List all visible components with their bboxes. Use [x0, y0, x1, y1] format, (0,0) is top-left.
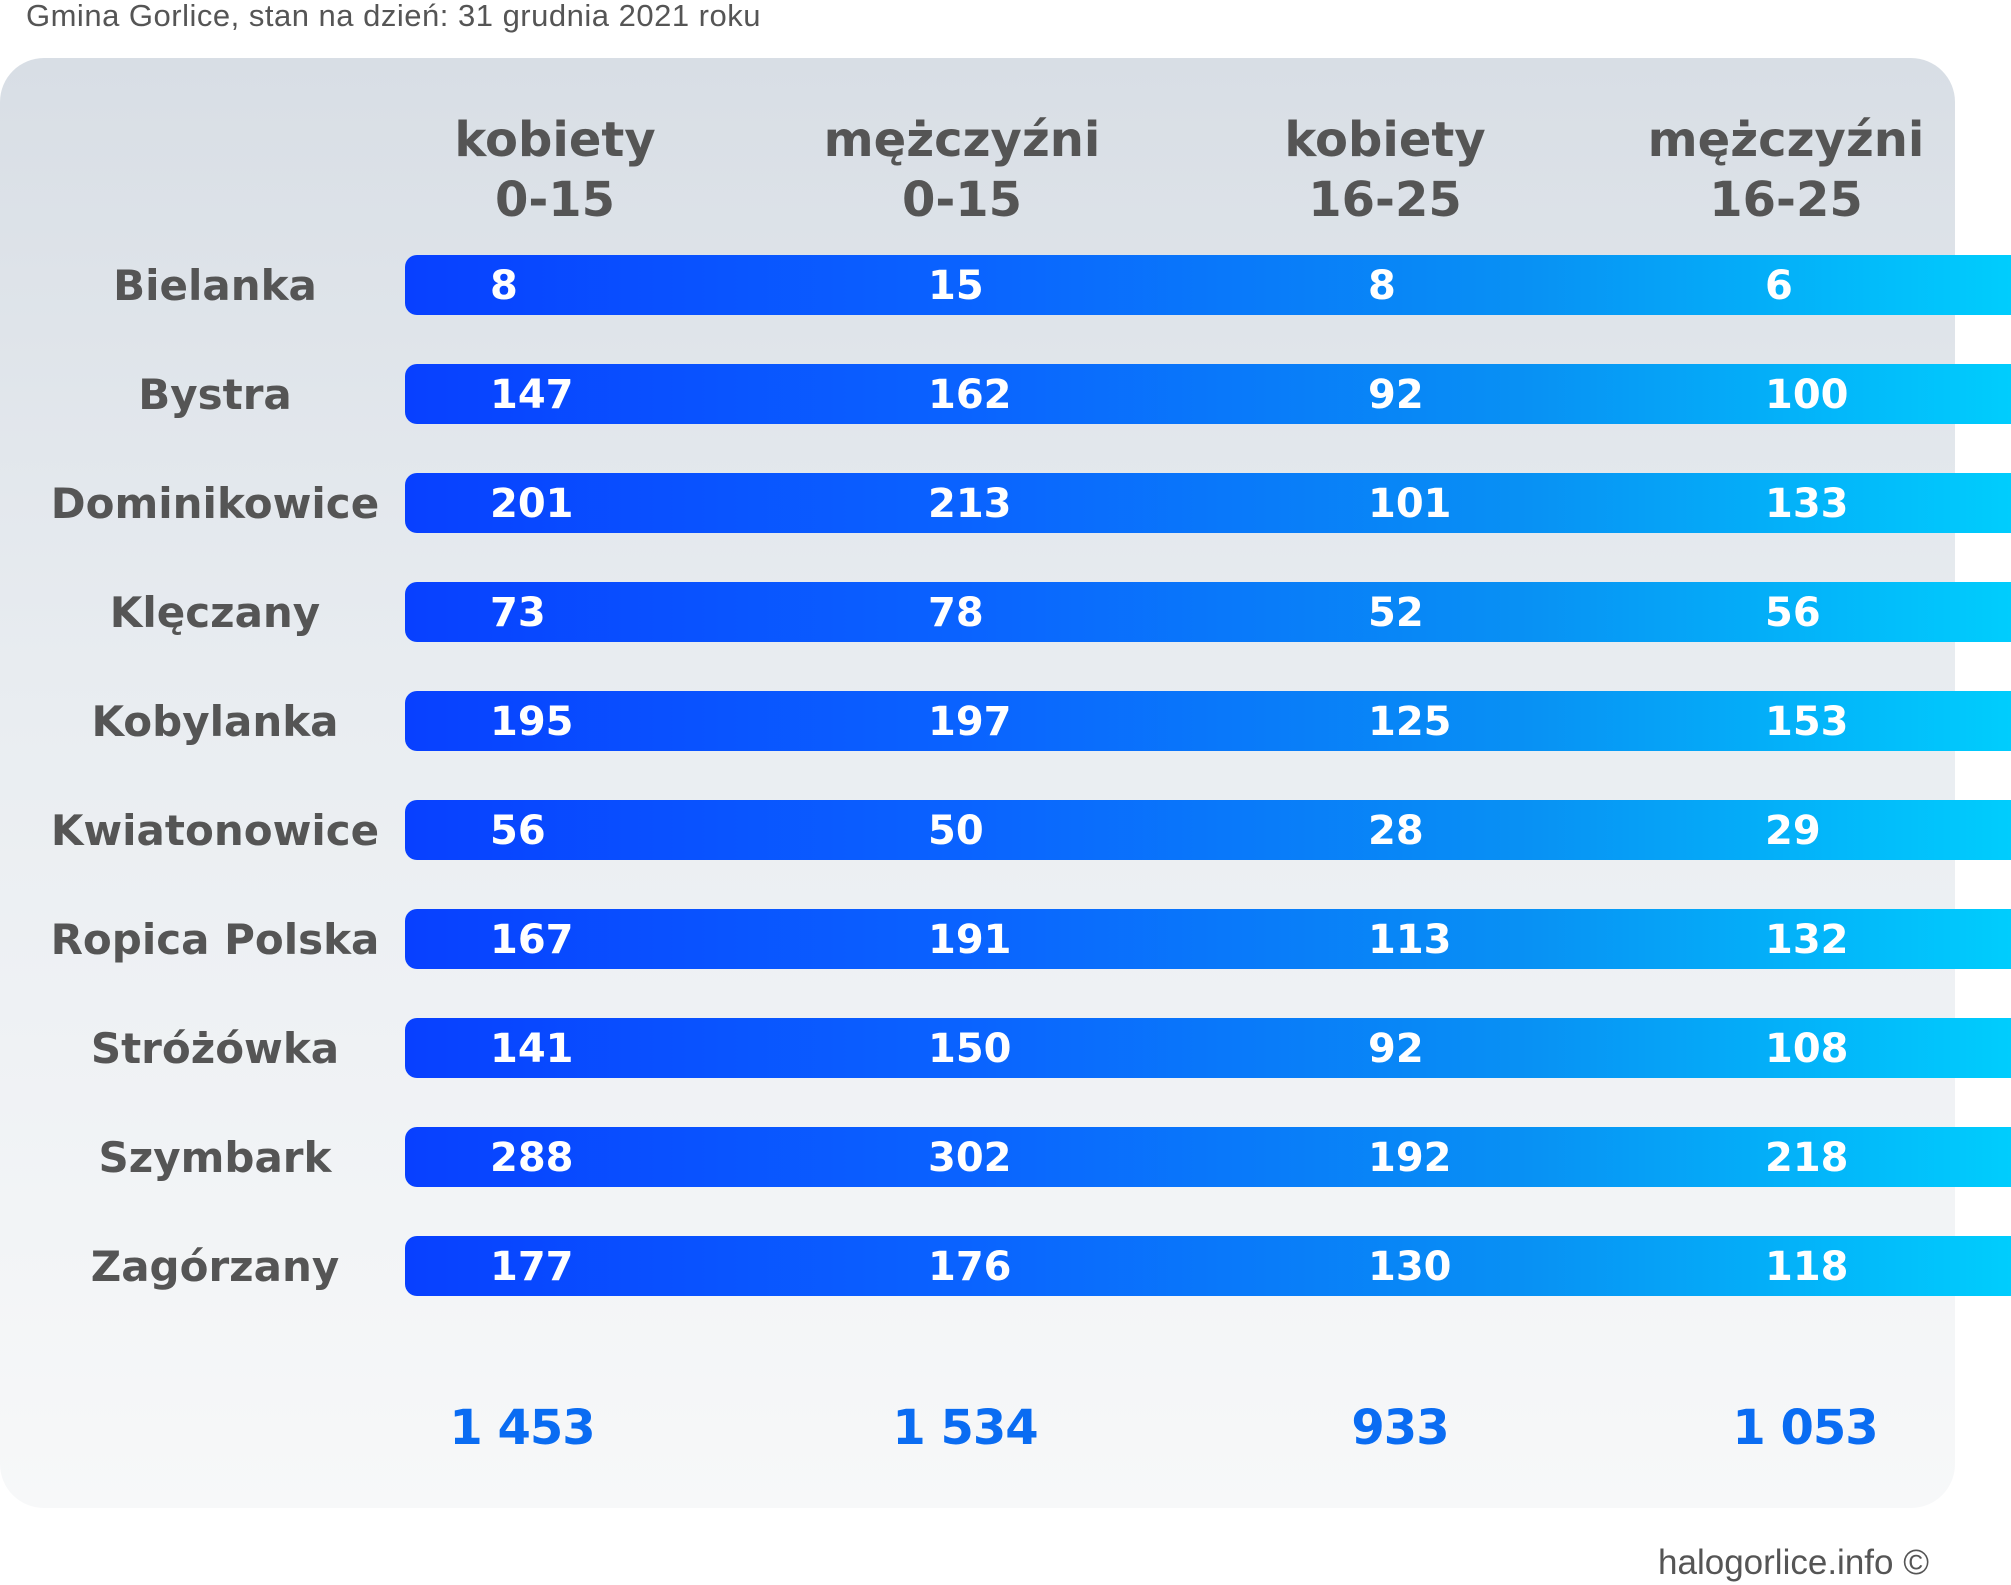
- column-total: 1 534: [892, 1400, 1038, 1456]
- table-cell: 213: [928, 481, 1012, 527]
- table-cell: 101: [1368, 481, 1452, 527]
- row-label: Szymbark: [98, 1133, 332, 1182]
- table-cell: 201: [490, 481, 574, 527]
- table-cell: 191: [928, 917, 1012, 963]
- table-row-bar: 195 197 125 153: [405, 691, 2011, 751]
- column-header-line1: kobiety: [1284, 112, 1486, 168]
- table-cell: 15: [928, 263, 984, 309]
- table-row-bar: 73 78 52 56: [405, 582, 2011, 642]
- table-cell: 52: [1368, 590, 1424, 636]
- column-total: 1 053: [1732, 1400, 1878, 1456]
- table-row-bar: 56 50 28 29: [405, 800, 2011, 860]
- table-cell: 100: [1765, 372, 1849, 418]
- table-cell: 167: [490, 917, 574, 963]
- table-cell: 302: [928, 1135, 1012, 1181]
- row-label: Ropica Polska: [50, 915, 380, 964]
- table-row-bar: 288 302 192 218: [405, 1127, 2011, 1187]
- table-row-bar: 167 191 113 132: [405, 909, 2011, 969]
- table-cell: 153: [1765, 699, 1849, 745]
- table-cell: 162: [928, 372, 1012, 418]
- column-header-line2: 0-15: [494, 172, 616, 228]
- table-cell: 147: [490, 372, 574, 418]
- column-header-line2: 16-25: [1308, 172, 1462, 228]
- column-header: kobiety 16-25: [1235, 110, 1535, 230]
- column-header-line1: mężczyźni: [823, 112, 1101, 168]
- table-cell: 73: [490, 590, 546, 636]
- table-cell: 192: [1368, 1135, 1452, 1181]
- row-label: Zagórzany: [90, 1242, 340, 1291]
- table-cell: 50: [928, 808, 984, 854]
- table-cell: 113: [1368, 917, 1452, 963]
- table-row-bar: 147 162 92 100: [405, 364, 2011, 424]
- column-header-line2: 0-15: [901, 172, 1023, 228]
- table-row-bar: 8 15 8 6: [405, 255, 2011, 315]
- table-cell: 8: [490, 263, 518, 309]
- table-cell: 177: [490, 1244, 574, 1290]
- row-label: Dominikowice: [50, 479, 380, 528]
- row-label: Bielanka: [113, 261, 317, 310]
- credit: halogorlice.info ©: [1658, 1543, 1929, 1582]
- column-header: mężczyźni 0-15: [812, 110, 1112, 230]
- row-label: Kobylanka: [91, 697, 339, 746]
- column-header-line1: kobiety: [454, 112, 656, 168]
- table-cell: 150: [928, 1026, 1012, 1072]
- column-header-line2: 16-25: [1709, 172, 1863, 228]
- column-header: mężczyźni 16-25: [1636, 110, 1936, 230]
- table-row-bar: 177 176 130 118: [405, 1236, 2011, 1296]
- column-total: 1 453: [449, 1400, 595, 1456]
- table-cell: 130: [1368, 1244, 1452, 1290]
- subtitle: Gmina Gorlice, stan na dzień: 31 grudnia…: [26, 0, 761, 33]
- column-total: 933: [1351, 1400, 1449, 1456]
- table-cell: 132: [1765, 917, 1849, 963]
- row-label: Klęczany: [109, 588, 321, 637]
- table-cell: 56: [1765, 590, 1821, 636]
- table-cell: 29: [1765, 808, 1821, 854]
- table-cell: 78: [928, 590, 984, 636]
- table-cell: 92: [1368, 1026, 1424, 1072]
- row-label: Stróżówka: [90, 1024, 340, 1073]
- table-row-bar: 141 150 92 108: [405, 1018, 2011, 1078]
- table-cell: 92: [1368, 372, 1424, 418]
- table-cell: 197: [928, 699, 1012, 745]
- table-cell: 56: [490, 808, 546, 854]
- table-cell: 218: [1765, 1135, 1849, 1181]
- table-cell: 288: [490, 1135, 574, 1181]
- table-row-bar: 201 213 101 133: [405, 473, 2011, 533]
- table-cell: 133: [1765, 481, 1849, 527]
- table-cell: 6: [1765, 263, 1793, 309]
- table-cell: 108: [1765, 1026, 1849, 1072]
- table-cell: 8: [1368, 263, 1396, 309]
- table-cell: 28: [1368, 808, 1424, 854]
- table-cell: 141: [490, 1026, 574, 1072]
- column-header-line1: mężczyźni: [1647, 112, 1925, 168]
- row-label: Kwiatonowice: [50, 806, 380, 855]
- table-cell: 176: [928, 1244, 1012, 1290]
- table-cell: 125: [1368, 699, 1452, 745]
- table-cell: 195: [490, 699, 574, 745]
- table-cell: 118: [1765, 1244, 1849, 1290]
- column-header: kobiety 0-15: [405, 110, 705, 230]
- row-label: Bystra: [138, 370, 292, 419]
